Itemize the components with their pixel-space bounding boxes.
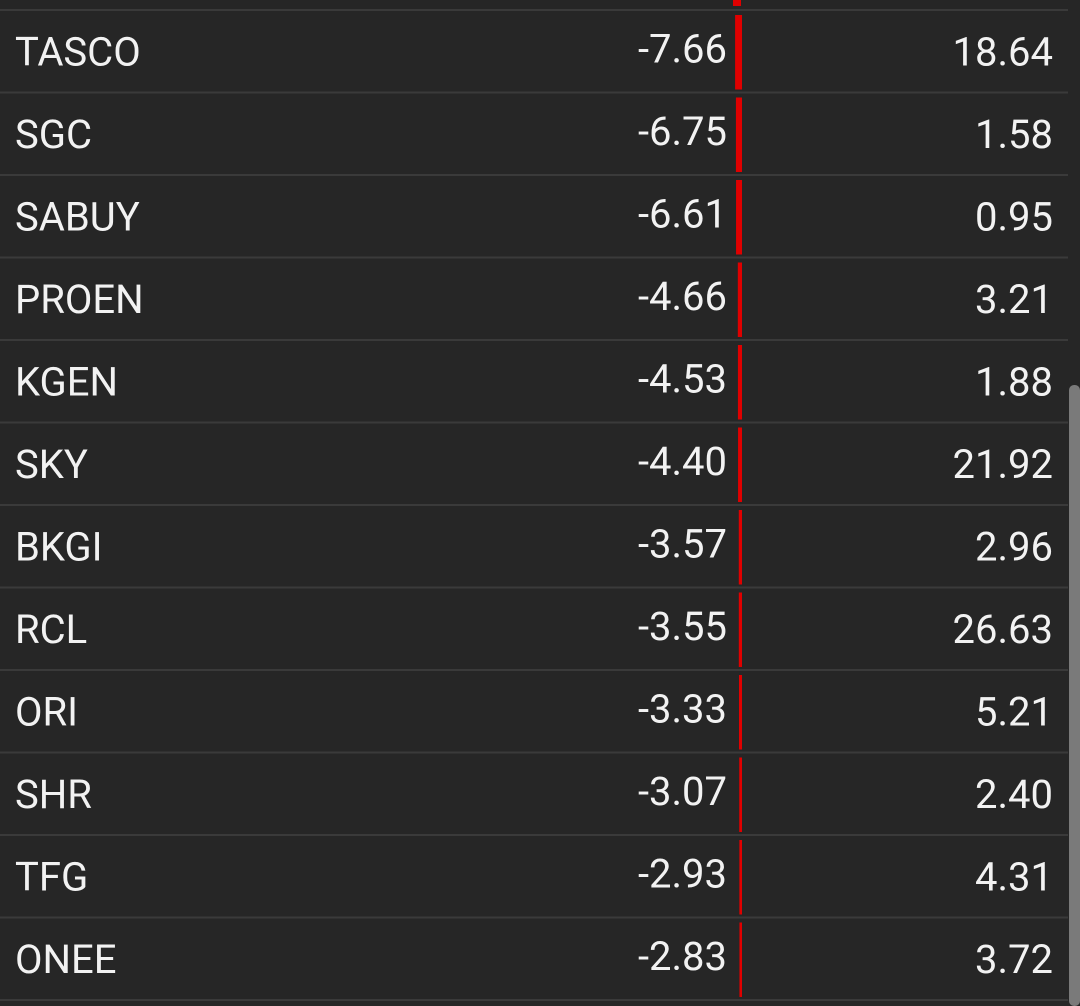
- price: 2.40: [975, 771, 1053, 818]
- symbol: BKGI: [15, 523, 103, 570]
- price: 1.58: [975, 111, 1053, 158]
- symbol: TASCO: [15, 28, 141, 75]
- row[interactable]: [0, 10, 1068, 93]
- row[interactable]: [0, 753, 1068, 836]
- symbol: RCL: [15, 606, 87, 653]
- change: -6.61: [638, 190, 727, 237]
- row[interactable]: [0, 918, 1068, 1001]
- price: 21.92: [953, 441, 1053, 488]
- symbol: PROEN: [15, 276, 144, 323]
- change-bar: [735, 15, 742, 90]
- change-bar: [737, 262, 742, 337]
- price: 3.72: [975, 936, 1053, 983]
- change: -3.33: [638, 685, 727, 732]
- change: -2.83: [638, 933, 727, 980]
- symbol: SKY: [15, 441, 88, 488]
- change-bar: [735, 97, 742, 172]
- partial-bar: [733, 0, 741, 6]
- symbol: SGC: [15, 111, 92, 158]
- change-bar: [736, 180, 742, 255]
- row[interactable]: [0, 340, 1068, 423]
- price: 26.63: [953, 606, 1053, 653]
- row[interactable]: [0, 175, 1068, 258]
- row[interactable]: [0, 93, 1068, 176]
- change-bar: [738, 427, 742, 502]
- symbol: ONEE: [15, 936, 117, 983]
- symbol: KGEN: [15, 358, 118, 405]
- change: -3.07: [638, 768, 727, 815]
- change-bar: [738, 592, 742, 667]
- symbol: SHR: [15, 771, 92, 818]
- change: -4.66: [638, 273, 727, 320]
- change-bar: [739, 757, 742, 832]
- row[interactable]: [0, 588, 1068, 671]
- change: -7.66: [638, 25, 727, 72]
- change-bar: [737, 345, 742, 420]
- price: 18.64: [953, 28, 1053, 75]
- price: 5.21: [975, 688, 1053, 735]
- price: 0.95: [975, 193, 1053, 240]
- scrollbar[interactable]: [1069, 385, 1080, 1006]
- row[interactable]: [0, 505, 1068, 588]
- change: -3.55: [638, 603, 727, 650]
- price: 4.31: [975, 853, 1053, 900]
- symbol: ORI: [15, 688, 78, 735]
- row[interactable]: [0, 670, 1068, 753]
- change: -4.40: [638, 438, 727, 485]
- change: -2.93: [638, 850, 727, 897]
- price: 3.21: [975, 276, 1053, 323]
- change-bar: [739, 840, 742, 915]
- change-bar: [739, 675, 742, 750]
- change-bar: [738, 510, 742, 585]
- symbol: TFG: [15, 853, 88, 900]
- symbol: SABUY: [15, 193, 140, 240]
- change: -3.57: [638, 520, 727, 567]
- price: 2.96: [975, 523, 1053, 570]
- change: -6.75: [638, 108, 727, 155]
- change-bar: [739, 922, 742, 997]
- row[interactable]: [0, 258, 1068, 341]
- row[interactable]: [0, 423, 1068, 506]
- price: 1.88: [975, 358, 1053, 405]
- change: -4.53: [638, 355, 727, 402]
- row[interactable]: [0, 835, 1068, 918]
